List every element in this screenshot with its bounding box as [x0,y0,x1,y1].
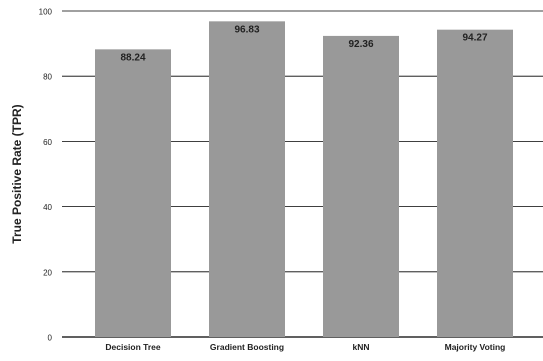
bar-majority-voting [437,29,513,337]
y-tick-label: 20 [43,268,52,277]
y-tick-label: 0 [48,334,53,343]
y-tick-label: 100 [39,8,53,17]
x-tick-label: Decision Tree [105,342,161,352]
x-axis-ticks: Decision Tree Gradient Boosting kNN Majorit… [105,342,505,352]
x-tick-label: kNN [352,342,369,352]
data-labels: 88.24 96.83 92.36 94.27 [120,24,487,63]
data-label: 96.83 [234,24,259,35]
bar-knn [323,35,399,337]
x-tick-label: Gradient Boosting [210,342,284,352]
bar-decision-tree [95,49,171,338]
x-tick-label: Majority Voting [445,342,506,352]
y-tick-label: 40 [43,203,52,212]
y-tick-label: 80 [43,73,52,82]
y-axis-ticks: 0 20 40 60 80 100 [39,8,53,343]
bar-gradient-boosting [209,21,285,338]
y-axis-title: True Positive Rate (TPR) [10,104,24,243]
bars [95,21,513,338]
y-tick-label: 60 [43,138,52,147]
data-label: 94.27 [462,33,487,44]
data-label: 88.24 [120,52,145,63]
data-label: 92.36 [348,39,373,50]
